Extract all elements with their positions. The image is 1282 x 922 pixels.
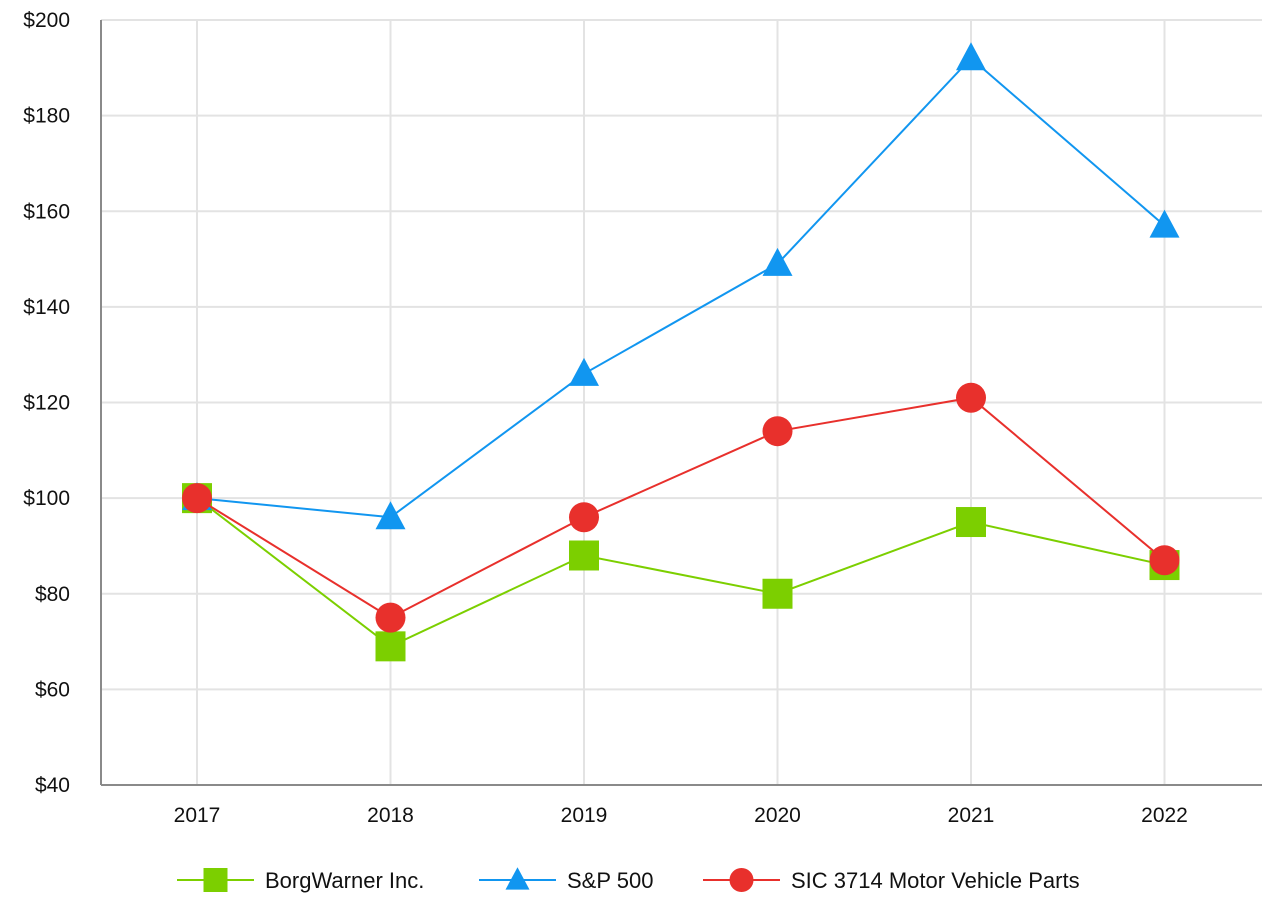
series-sic-3714-motor-vehicle-parts <box>182 382 1180 633</box>
data-point-s-p-500-2019 <box>569 357 599 386</box>
grid-layer <box>101 19 1262 786</box>
x-tick-label: 2020 <box>754 804 801 827</box>
legend: BorgWarner Inc. S&P 500 SIC 3714 Motor Veh… <box>177 867 1080 893</box>
series-line-borgwarner-inc <box>196 497 1165 648</box>
x-tick-label: 2021 <box>948 804 995 827</box>
axis-layer: $40 $60 $80 $100 $120 $140 $160 $180 $200 2017 201… <box>23 9 1262 827</box>
y-tick-label: $200 <box>23 9 70 32</box>
y-tick-label: $180 <box>23 105 70 128</box>
legend-item-borgwarner-inc: BorgWarner Inc. <box>177 868 424 893</box>
y-tick-label: $120 <box>23 392 70 415</box>
data-point-borgwarner-inc-2018 <box>375 631 406 662</box>
legend-item-sic-3714-motor-vehicle-parts: SIC 3714 Motor Vehicle Parts <box>703 868 1080 893</box>
x-tick-label: 2019 <box>561 804 608 827</box>
y-tick-label: $100 <box>23 487 70 510</box>
legend-label: S&P 500 <box>567 868 653 893</box>
y-tick-label: $160 <box>23 200 70 223</box>
data-point-sic-3714-motor-vehicle-parts-2019 <box>569 502 599 533</box>
x-tick-label: 2017 <box>174 804 221 827</box>
legend-marker-triangle <box>505 867 530 890</box>
data-point-sic-3714-motor-vehicle-parts-2022 <box>1149 545 1180 576</box>
data-point-borgwarner-inc-2019 <box>569 540 599 571</box>
y-tick-label: $40 <box>35 774 70 797</box>
x-tick-label: 2018 <box>367 804 414 827</box>
legend-label: SIC 3714 Motor Vehicle Parts <box>791 868 1080 893</box>
legend-marker-circle <box>729 868 754 892</box>
series-line-s-p-500 <box>196 56 1166 519</box>
series-line-sic-3714-motor-vehicle-parts <box>196 396 1166 619</box>
data-point-s-p-500-2022 <box>1149 209 1180 238</box>
data-point-borgwarner-inc-2021 <box>956 507 986 538</box>
legend-marker-square <box>203 868 228 892</box>
data-point-sic-3714-motor-vehicle-parts-2020 <box>762 416 793 447</box>
series-layer <box>182 42 1180 662</box>
legend-item-s-p-500: S&P 500 <box>479 867 653 893</box>
series-borgwarner-inc <box>182 483 1180 662</box>
data-point-borgwarner-inc-2020 <box>762 578 793 609</box>
legend-label: BorgWarner Inc. <box>265 868 424 893</box>
data-point-sic-3714-motor-vehicle-parts-2017 <box>182 483 212 514</box>
x-tick-label: 2022 <box>1141 804 1188 827</box>
data-point-sic-3714-motor-vehicle-parts-2021 <box>956 382 986 413</box>
y-tick-label: $60 <box>35 678 70 701</box>
y-tick-label: $140 <box>23 296 70 319</box>
data-point-s-p-500-2020 <box>762 247 793 276</box>
data-point-s-p-500-2021 <box>956 42 986 71</box>
y-tick-label: $80 <box>35 583 70 606</box>
data-point-sic-3714-motor-vehicle-parts-2018 <box>375 602 406 633</box>
data-point-s-p-500-2018 <box>375 501 406 530</box>
